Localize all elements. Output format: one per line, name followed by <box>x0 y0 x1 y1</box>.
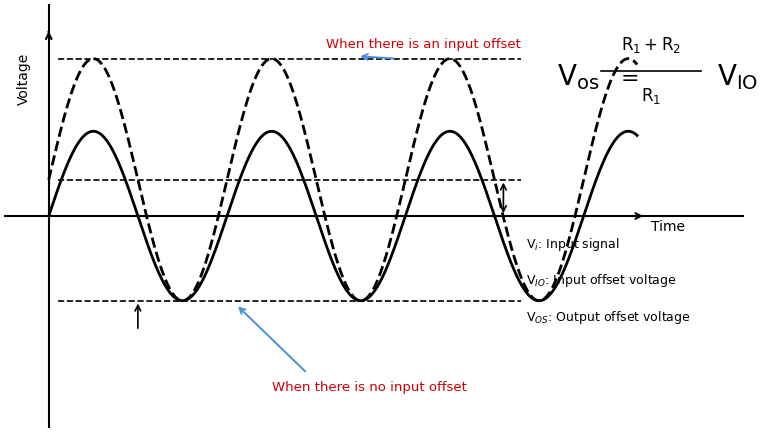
Text: Voltage: Voltage <box>17 53 31 105</box>
Text: $=$: $=$ <box>616 67 638 87</box>
Text: When there is no input offset: When there is no input offset <box>272 381 467 394</box>
Text: When there is an input offset: When there is an input offset <box>326 38 521 51</box>
Text: $\mathregular{R_1+R_2}$: $\mathregular{R_1+R_2}$ <box>621 35 681 55</box>
Text: $\mathregular{R_1}$: $\mathregular{R_1}$ <box>641 86 661 106</box>
Text: V$_{OS}$: Output offset voltage: V$_{OS}$: Output offset voltage <box>526 309 690 326</box>
Text: V$_{IO}$: Input offset voltage: V$_{IO}$: Input offset voltage <box>526 272 677 289</box>
Text: V$_i$: Input signal: V$_i$: Input signal <box>526 235 620 253</box>
Text: $\mathregular{V_{IO}}$: $\mathregular{V_{IO}}$ <box>717 62 759 92</box>
Text: Time: Time <box>651 219 685 234</box>
Text: $\mathregular{V_{os}}$: $\mathregular{V_{os}}$ <box>557 62 599 92</box>
